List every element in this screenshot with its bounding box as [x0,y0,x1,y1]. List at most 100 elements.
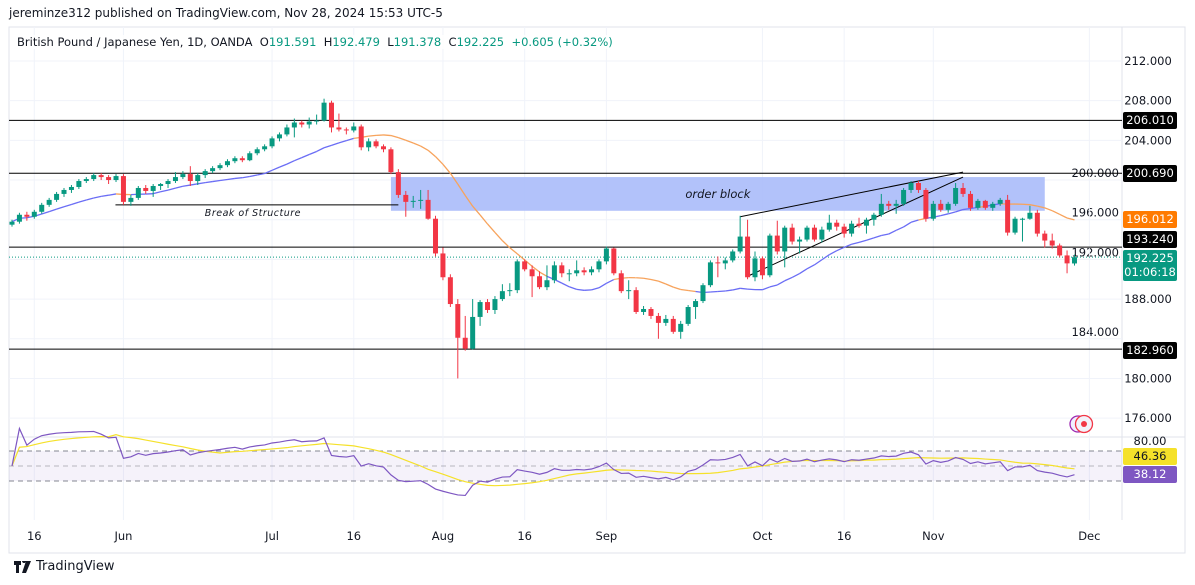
moving-average-segment [1051,210,1060,215]
candle-body [537,276,543,288]
ma-value-badge: 196.012 [1123,211,1177,228]
bar-countdown: 01:06:18 [1124,265,1176,279]
moving-average-segment [464,195,474,207]
moving-average-segment [442,163,451,174]
tradingview-footer[interactable]: TradingView [14,559,115,574]
moving-average-segment [665,283,674,288]
candle-body [418,199,424,201]
time-tick-label: 16 [346,529,361,543]
level-badge-206: 206.010 [1123,112,1177,129]
candle-body [128,197,134,202]
moving-average-segment [569,286,577,290]
moving-average-segment [271,166,280,171]
moving-average-segment [673,286,681,291]
symbol-name[interactable]: British Pound / Japanese Yen, 1D, OANDA [17,35,253,49]
candle-body [83,179,89,182]
candle-body [381,146,386,150]
candle-body [596,261,602,270]
candle-body [507,290,513,292]
candle-body [68,186,74,190]
candle-body [767,235,773,276]
candle-body [789,227,795,242]
candle-body [284,127,290,135]
candle-body [663,318,669,323]
candle-body [982,200,988,208]
high-label: H [323,35,333,49]
moving-average-segment [301,153,310,159]
candle-body [1064,255,1070,264]
candle-body [1057,245,1063,256]
moving-average-segment [427,149,436,158]
moving-average-segment [153,191,161,195]
time-tick-label: Oct [752,529,772,543]
candle-body [559,265,565,274]
chart-frame [8,26,1186,554]
time-tick-label: Aug [432,529,454,543]
moving-average-segment [398,137,407,141]
moving-average-segment [1037,205,1045,209]
moving-average-segment [643,277,652,281]
candle-body [328,102,334,128]
moving-average-segment [435,156,444,165]
candle-body [730,251,736,261]
moving-average-segment [650,278,659,282]
candle-body [804,227,810,240]
moving-average-segment [903,221,912,228]
moving-average-segment [101,194,109,198]
time-tick-label: Nov [922,529,945,543]
candle-body [574,270,580,274]
candle-body [232,158,238,162]
candle-body [886,203,892,206]
moving-average-segment [561,282,570,288]
moving-average-segment [182,184,191,187]
level-badge-200: 200.690 [1123,165,1177,182]
price-tick-label: 192.000 [1071,245,1119,259]
moving-average-segment [212,179,221,183]
candle-body [908,183,914,190]
moving-average-segment [338,139,347,144]
candle-body [782,227,788,252]
candle-body [856,223,862,226]
price-tick-label: 180.000 [1124,371,1172,385]
candle-body [752,258,758,278]
candle-body [967,193,973,208]
moving-average-segment [219,178,228,182]
candle-body [618,273,624,292]
low-value: 191.378 [393,35,442,49]
moving-average-segment [888,229,897,235]
candle-body [351,126,357,131]
moving-average-segment [866,237,875,241]
tradingview-logo-icon [14,560,31,573]
candle-body [165,181,171,185]
candle-body [9,221,15,225]
candle-body [774,235,780,252]
moving-average-segment [851,241,860,245]
moving-average-segment [762,286,771,291]
candle-body [1042,233,1048,241]
moving-average-segment [858,239,867,244]
moving-average-segment [279,163,288,168]
symbol-legend: British Pound / Japanese Yen, 1D, OANDA … [17,35,613,49]
candle-body [247,153,253,161]
moving-average-segment [323,144,332,149]
moving-average-segment [197,182,206,185]
price-tick-label: 184.000 [1071,325,1119,339]
candle-body [797,239,803,242]
moving-average-segment [316,147,325,153]
moving-average-segment [63,203,72,208]
moving-average-segment [895,226,904,231]
time-tick-label: Jul [264,529,279,543]
candle-body [945,203,951,210]
candle-body [1019,218,1025,220]
candle-body [700,285,706,302]
candle-body [915,183,921,190]
moving-average-segment [108,193,117,196]
candle-body [358,126,364,148]
moving-average-segment [725,289,733,292]
moving-average-segment [190,183,198,186]
moving-average-segment [457,183,466,196]
candle-body [306,121,312,125]
candle-body [603,248,609,262]
price-tick-label: 204.000 [1124,133,1172,147]
